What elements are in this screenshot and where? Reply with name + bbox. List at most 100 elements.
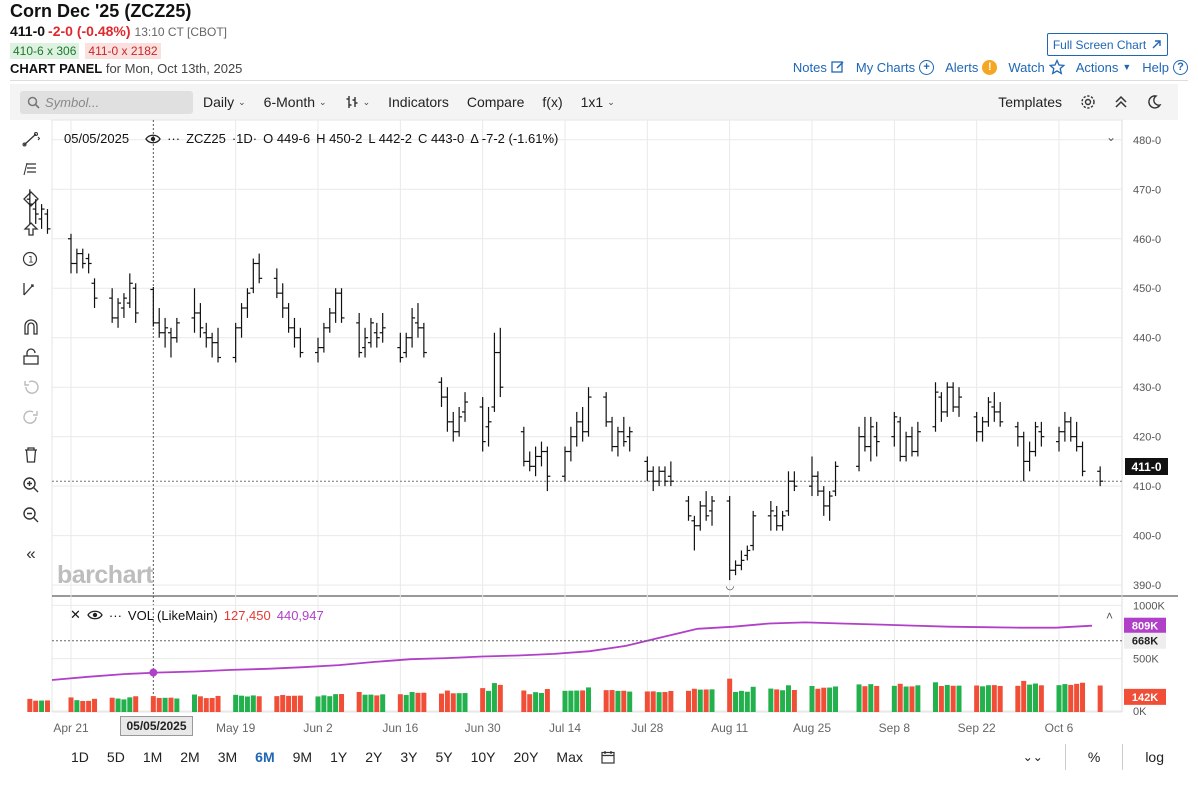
marker-tool[interactable]: 1 <box>14 248 48 270</box>
volume-bar <box>1097 685 1103 712</box>
y-tick-label: 410-0 <box>1133 481 1161 493</box>
fx-button[interactable]: f(x) <box>542 94 563 110</box>
interval-dropdown[interactable]: Daily ⌄ <box>203 94 246 110</box>
y-tick-label: 390-0 <box>1133 580 1161 592</box>
fib-tool[interactable] <box>14 158 48 180</box>
my-charts-link[interactable]: My Charts + <box>855 59 935 75</box>
volume-bar <box>956 685 962 712</box>
my-charts-label: My Charts <box>855 59 916 75</box>
range-button[interactable]: 2M <box>180 749 200 765</box>
range-button[interactable]: 3M <box>217 749 238 765</box>
volume-bar <box>991 685 997 712</box>
range-button[interactable]: 3Y <box>400 749 418 765</box>
more-dots-icon[interactable]: ··· <box>108 607 122 623</box>
volume-bar <box>909 686 915 712</box>
y-tick-label: 430-0 <box>1133 382 1161 394</box>
range-button[interactable]: 9M <box>292 749 313 765</box>
magnet-tool[interactable] <box>14 316 48 338</box>
notes-link[interactable]: Notes <box>793 60 845 75</box>
collapse-up-icon[interactable] <box>1114 95 1128 109</box>
compare-button[interactable]: Compare <box>466 94 525 110</box>
legend-close: C 443-0 <box>417 131 465 146</box>
volume-bar <box>74 700 80 712</box>
ref-volume-flag: 668K <box>1132 636 1158 648</box>
volume-bar <box>774 689 780 712</box>
volume-bar <box>368 694 374 712</box>
last-volume-flag: 142K <box>1132 692 1158 704</box>
range-button[interactable]: 5D <box>106 749 125 765</box>
volume-bar <box>92 698 98 712</box>
measure-tool[interactable] <box>14 278 48 300</box>
range-button[interactable]: 2Y <box>365 749 383 765</box>
volume-bar <box>80 700 86 712</box>
volume-bar <box>397 694 403 712</box>
close-icon[interactable]: ✕ <box>70 607 81 622</box>
external-arrow-icon <box>1152 40 1161 49</box>
trash-icon <box>25 447 37 463</box>
crosshair-date-flag: 05/05/2025 <box>120 716 193 736</box>
volume-bar <box>162 697 168 712</box>
range-button[interactable]: 1D <box>71 749 89 765</box>
shape-tool[interactable] <box>14 188 48 210</box>
legend-date: 05/05/2025 <box>64 131 130 146</box>
period-dropdown[interactable]: 6-Month ⌄ <box>264 94 327 110</box>
period-label: 6-Month <box>263 94 316 110</box>
volume-bar <box>1068 684 1074 712</box>
range-button[interactable]: 1M <box>142 749 163 765</box>
x-tick-label: Jun 16 <box>382 721 418 735</box>
help-link[interactable]: Help? <box>1142 59 1188 75</box>
volume-bar <box>462 693 468 712</box>
alerts-link[interactable]: Alerts! <box>945 59 998 75</box>
dark-mode-moon-icon[interactable] <box>1146 94 1162 110</box>
calendar-icon[interactable] <box>601 750 615 764</box>
zoom-out-button[interactable] <box>14 504 48 526</box>
layout-dropdown[interactable]: 1x1 ⌄ <box>581 94 615 110</box>
log-toggle[interactable]: log <box>1145 749 1164 765</box>
range-button[interactable]: 5Y <box>435 749 453 765</box>
symbol-search-input[interactable]: Symbol... <box>20 90 193 114</box>
volume-bar <box>950 685 956 712</box>
more-dots-icon[interactable]: ··· <box>167 131 181 146</box>
volume-bar <box>133 696 139 712</box>
redo-button[interactable] <box>14 406 48 428</box>
volume-bar <box>691 688 697 712</box>
volume-bar <box>709 689 715 712</box>
watch-link[interactable]: Watch <box>1008 59 1065 75</box>
collapse-tools-button[interactable]: « <box>14 543 48 565</box>
percent-toggle[interactable]: % <box>1087 749 1101 765</box>
volume-bar <box>527 694 533 712</box>
arrow-up-icon <box>23 222 39 236</box>
lock-tool[interactable] <box>14 346 48 368</box>
range-button[interactable]: Max <box>556 749 583 765</box>
x-tick-label: Sep 8 <box>879 721 911 735</box>
double-chevron-down-icon[interactable]: ⌄⌄ <box>1022 750 1043 764</box>
volume-bar <box>686 690 691 712</box>
volume-bar <box>662 692 668 712</box>
volume-bar <box>791 689 797 712</box>
zoom-in-button[interactable] <box>14 474 48 496</box>
volume-bar <box>586 687 592 712</box>
trendline-tool[interactable] <box>14 128 48 150</box>
price-panel-caret: ⌄ <box>1106 130 1116 144</box>
actions-menu[interactable]: Actions ▼ <box>1076 60 1132 75</box>
volume-bar <box>315 696 321 712</box>
eye-icon[interactable] <box>145 133 161 145</box>
templates-button[interactable]: Templates <box>998 94 1062 110</box>
volume-bar <box>621 690 627 712</box>
arrow-tool[interactable] <box>14 218 48 240</box>
eye-icon[interactable] <box>87 609 103 621</box>
undo-button[interactable] <box>14 376 48 398</box>
range-button-active[interactable]: 6M <box>255 749 275 765</box>
delete-drawings-button[interactable] <box>14 444 48 466</box>
range-button[interactable]: 20Y <box>513 749 539 765</box>
range-button[interactable]: 1Y <box>330 749 348 765</box>
chart-type-dropdown[interactable]: ⌄ <box>345 95 370 109</box>
volume-bar <box>980 686 986 712</box>
full-screen-chart-button[interactable]: Full Screen Chart <box>1047 33 1168 56</box>
volume-bar <box>809 686 815 712</box>
indicators-button[interactable]: Indicators <box>388 94 449 110</box>
legend-low: L 442-2 <box>368 131 412 146</box>
range-button[interactable]: 10Y <box>470 749 496 765</box>
gear-icon[interactable] <box>1080 94 1096 110</box>
volume-bar <box>915 685 921 712</box>
